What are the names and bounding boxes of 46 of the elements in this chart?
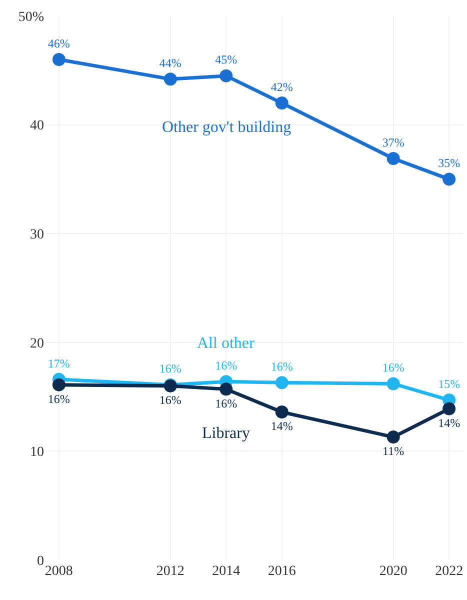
data-label: 15%: [438, 376, 460, 391]
data-label: 35%: [438, 156, 460, 170]
data-label: 16%: [382, 360, 404, 375]
point: [275, 406, 288, 419]
data-label: 14%: [438, 416, 460, 430]
point: [275, 96, 288, 110]
point: [52, 53, 66, 66]
data-label: 17%: [48, 356, 70, 370]
data-label: 16%: [159, 362, 182, 376]
y-tick-label: 30: [30, 228, 44, 242]
x-tick-label: 2016: [268, 564, 296, 579]
point: [164, 72, 177, 86]
data-label: 16%: [215, 358, 238, 372]
x-tick-label: 2020: [379, 564, 408, 579]
series-label: Other gov't building: [162, 119, 292, 136]
series-label: All other: [197, 335, 255, 352]
point: [386, 430, 400, 444]
data-label: 14%: [270, 419, 293, 434]
y-tick-label: 0: [37, 554, 44, 569]
x-tick-label: 2008: [44, 564, 73, 579]
point: [386, 152, 400, 166]
y-tick-label: 10: [30, 445, 44, 460]
y-tick-label: 40: [30, 118, 44, 134]
data-label: 44%: [159, 56, 182, 70]
point: [52, 378, 66, 392]
data-label: 16%: [159, 393, 182, 408]
x-tick-label: 2012: [156, 564, 184, 579]
data-label: 16%: [270, 360, 293, 374]
x-tick-label: 2014: [212, 564, 240, 579]
point: [386, 377, 400, 390]
point: [220, 69, 233, 82]
data-label: 45%: [215, 52, 238, 67]
data-label: 46%: [48, 36, 70, 50]
y-tick-label: 20: [30, 336, 44, 352]
point: [442, 172, 456, 186]
y-tick-label: 50%: [18, 10, 44, 25]
x-tick-label: 2022: [435, 564, 464, 579]
point: [220, 382, 233, 396]
data-label: 37%: [382, 135, 404, 150]
data-label: 42%: [270, 80, 293, 94]
data-label: 11%: [382, 444, 404, 458]
data-label: 16%: [48, 392, 70, 406]
point: [442, 402, 456, 416]
data-label: 16%: [215, 396, 238, 410]
point: [275, 376, 288, 390]
series-label: Library: [202, 425, 250, 442]
